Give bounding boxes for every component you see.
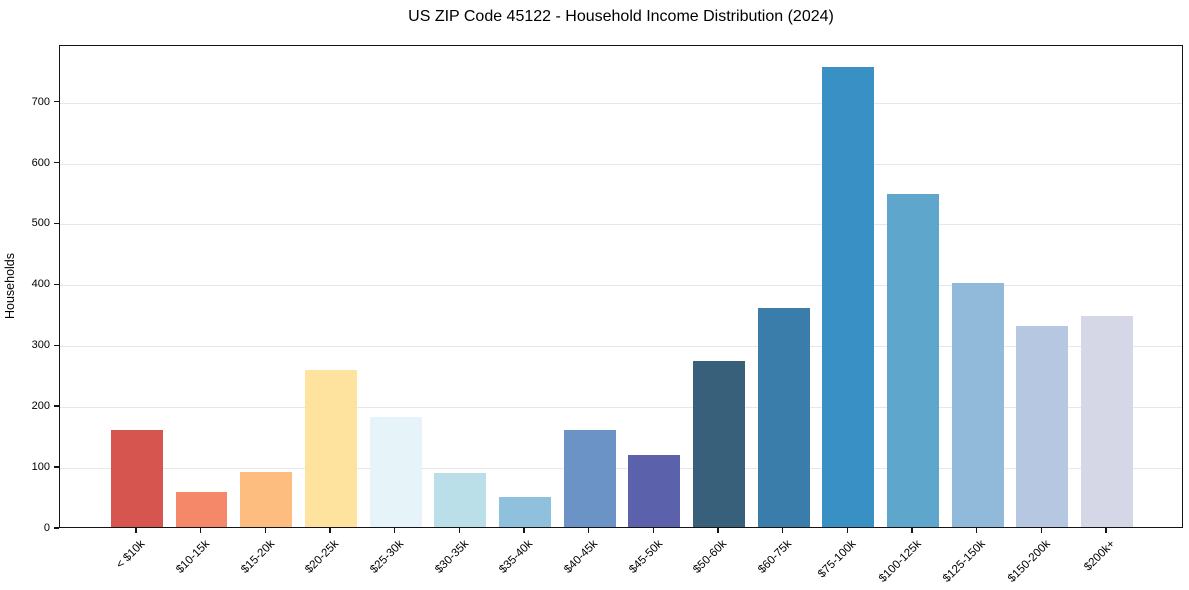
bar-45-50k: [628, 455, 681, 527]
y-tick-label-100: 100: [31, 461, 50, 474]
x-tick-mark-7: [587, 528, 590, 533]
bar-25-30k: [369, 416, 422, 527]
bar-50-60k: [693, 361, 745, 527]
x-tick-label-15: $200k+: [1082, 538, 1118, 574]
x-tick-label-10: $60-75k: [756, 538, 795, 576]
x-tick-mark-9: [717, 528, 719, 533]
y-tick-label-300: 300: [31, 339, 50, 352]
gridline-y-400: [60, 285, 1182, 287]
bar-10k: [111, 429, 163, 527]
x-tick-mark-2: [264, 528, 267, 533]
gridline-y-700: [60, 102, 1182, 104]
y-tick-mark-500: [54, 222, 59, 225]
x-tick-label-14: $150-200k: [1005, 538, 1053, 585]
x-tick-label-9: $50-60k: [691, 538, 730, 576]
x-tick-mark-5: [458, 528, 461, 533]
x-tick-label-3: $20-25k: [303, 538, 342, 576]
y-tick-mark-600: [54, 161, 59, 164]
bar-150-200k: [1016, 326, 1069, 527]
x-tick-mark-6: [523, 528, 525, 533]
bar-75-100k: [822, 67, 875, 527]
x-tick-label-0: < $10k: [114, 538, 148, 572]
y-tick-label-600: 600: [31, 156, 50, 169]
y-tick-label-500: 500: [31, 217, 50, 230]
gridline-y-300: [60, 346, 1182, 348]
x-tick-mark-4: [393, 528, 396, 533]
x-tick-mark-15: [1105, 528, 1107, 533]
x-tick-label-13: $125-150k: [941, 538, 989, 585]
plot-area: [59, 45, 1183, 528]
x-tick-label-8: $45-50k: [626, 538, 665, 576]
y-tick-mark-200: [54, 405, 59, 407]
y-tick-mark-300: [54, 344, 59, 347]
bar-20-25k: [305, 369, 357, 527]
x-tick-mark-0: [135, 528, 137, 533]
x-tick-mark-13: [975, 528, 978, 533]
chart-title: US ZIP Code 45122 - Household Income Dis…: [408, 8, 834, 25]
x-tick-mark-11: [846, 528, 849, 533]
gridline-y-100: [60, 468, 1182, 470]
bar-35-40k: [499, 496, 551, 527]
y-tick-label-200: 200: [31, 400, 50, 413]
bar-40-45k: [563, 429, 616, 527]
y-tick-mark-400: [54, 283, 59, 286]
gridline-y-600: [60, 163, 1182, 165]
bar-200k: [1081, 316, 1133, 527]
x-tick-mark-8: [652, 528, 655, 533]
x-tick-mark-10: [781, 528, 784, 533]
y-tick-label-700: 700: [31, 95, 50, 108]
bar-60-75k: [757, 307, 810, 527]
gridline-y-500: [60, 224, 1182, 226]
x-tick-label-4: $25-30k: [368, 538, 407, 576]
y-axis-label: Households: [3, 252, 17, 320]
y-tick-mark-100: [54, 466, 59, 468]
x-tick-mark-3: [329, 528, 331, 533]
x-tick-label-7: $40-45k: [562, 538, 601, 576]
bar-10-15k: [175, 491, 228, 527]
bar-15-20k: [240, 472, 293, 527]
y-tick-label-0: 0: [43, 522, 50, 534]
bar-125-150k: [951, 283, 1004, 527]
x-tick-mark-12: [911, 528, 913, 533]
x-tick-mark-14: [1040, 528, 1043, 533]
x-tick-label-1: $10-15k: [174, 538, 213, 576]
bar-100-125k: [887, 194, 939, 527]
x-tick-label-6: $35-40k: [497, 538, 536, 576]
y-tick-mark-0: [54, 527, 59, 529]
y-tick-label-400: 400: [31, 278, 50, 291]
x-tick-label-5: $30-35k: [432, 538, 471, 576]
gridline-y-200: [60, 407, 1182, 409]
y-tick-mark-700: [54, 100, 59, 103]
x-tick-mark-1: [199, 528, 202, 533]
x-tick-label-2: $15-20k: [238, 538, 277, 576]
x-tick-label-11: $75-100k: [816, 538, 859, 581]
x-tick-label-12: $100-125k: [876, 538, 924, 585]
bar-30-35k: [434, 473, 487, 527]
